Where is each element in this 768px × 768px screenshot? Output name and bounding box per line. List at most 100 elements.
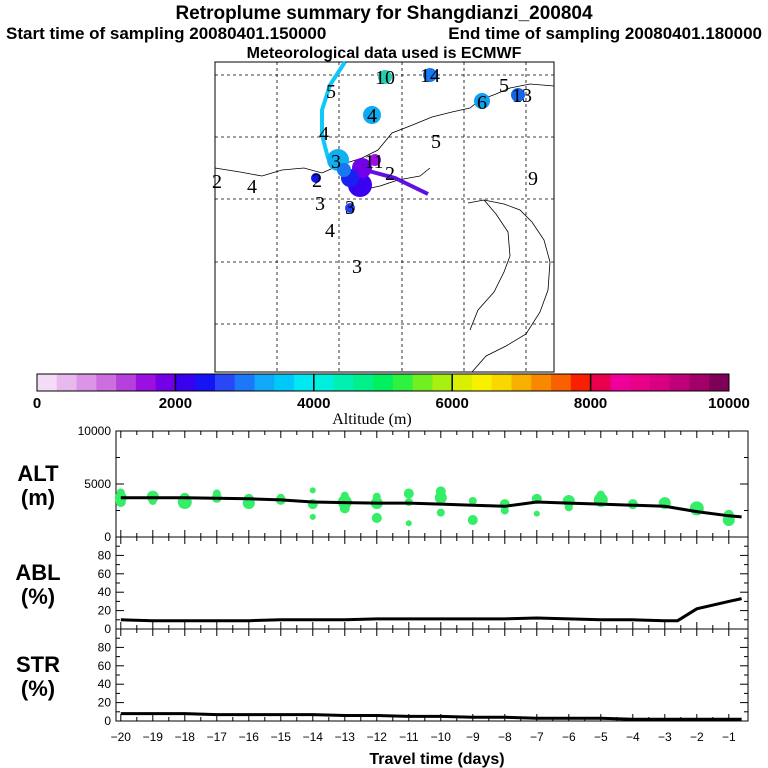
colorbar-swatch xyxy=(689,374,710,391)
y-tick-label: 0 xyxy=(104,622,111,636)
colorbar-swatch xyxy=(630,374,651,391)
panel-ylabel-unit: (m) xyxy=(21,485,55,510)
x-tick-label: −3 xyxy=(658,730,672,744)
x-tick-label: −19 xyxy=(143,730,164,744)
y-tick-label: 5000 xyxy=(84,477,111,491)
map-day-label: 3 xyxy=(345,197,355,219)
map-day-label: 4 xyxy=(319,123,329,145)
x-tick-label: −1 xyxy=(722,730,736,744)
scatter-point xyxy=(564,503,573,512)
panel-ylabel: ALT xyxy=(17,461,59,486)
plume-dot xyxy=(369,154,381,166)
colorbar-swatch xyxy=(116,374,137,391)
map-day-label: 5 xyxy=(431,131,441,153)
colorbar-tick-label: 0 xyxy=(33,395,41,412)
x-tick-label: −9 xyxy=(466,730,480,744)
met-data-label: Meteorological data used is ECMWF xyxy=(246,45,522,62)
chart-title: Retroplume summary for Shangdianzi_20080… xyxy=(175,3,593,24)
scatter-point xyxy=(403,488,414,499)
plume-dot xyxy=(345,203,355,213)
colorbar-swatch xyxy=(96,374,117,391)
x-tick-label: −13 xyxy=(335,730,356,744)
x-tick-label: −16 xyxy=(239,730,260,744)
colorbar-swatch xyxy=(392,374,414,391)
colorbar-swatch xyxy=(669,374,690,391)
x-tick-label: −15 xyxy=(271,730,292,744)
scatter-point xyxy=(340,491,349,500)
panel-ylabel: ABL xyxy=(15,560,60,585)
map-day-label: 2 xyxy=(385,163,395,185)
colorbar-swatch xyxy=(56,374,78,391)
plume-dots xyxy=(311,68,525,213)
plume-dot xyxy=(337,163,351,177)
colorbar-swatch xyxy=(195,374,216,391)
panel-ylabel-unit: (%) xyxy=(21,676,55,701)
colorbar-swatch xyxy=(531,374,552,391)
scatter-point xyxy=(371,512,382,523)
map-day-label: 3 xyxy=(352,256,362,278)
map-day-label: 2 xyxy=(212,171,222,193)
x-tick-label: −20 xyxy=(111,730,132,744)
scatter-point xyxy=(596,490,605,499)
y-tick-label: 40 xyxy=(98,585,112,599)
y-tick-label: 0 xyxy=(104,530,111,544)
colorbar-swatch xyxy=(649,374,671,391)
colorbar-swatch xyxy=(471,374,493,391)
x-tick-label: −4 xyxy=(626,730,640,744)
x-tick-label: −17 xyxy=(207,730,228,744)
altitude-colorbar: 0 2000 4000 6000 8000 10000 xyxy=(33,373,750,412)
series-line xyxy=(120,597,742,623)
plume-dot xyxy=(378,70,392,84)
scatter-point xyxy=(436,508,445,517)
colorbar-swatch xyxy=(610,374,631,391)
plume-dot xyxy=(311,173,321,183)
colorbar-swatch xyxy=(313,374,335,391)
colorbar-swatch xyxy=(511,374,532,391)
coastlines xyxy=(214,83,555,373)
colorbar-swatch xyxy=(491,374,513,391)
y-tick-label: 0 xyxy=(104,714,111,728)
scatter-point xyxy=(434,491,447,504)
x-tick-label: −5 xyxy=(594,730,608,744)
y-tick-label: 20 xyxy=(98,696,112,710)
map-day-label: 5 xyxy=(326,81,336,103)
colorbar-tick-label: 2000 xyxy=(159,395,192,412)
start-time-label: Start time of sampling 20080401.150000 xyxy=(6,24,327,43)
colorbar-swatch xyxy=(452,374,473,391)
colorbar-swatch xyxy=(76,374,97,391)
series-line xyxy=(120,712,742,721)
scatter-point xyxy=(212,489,221,498)
map-day-label: 13 xyxy=(512,85,532,107)
time-series-panels: 0500010000ALT(m)020406080ABL(%)020406080… xyxy=(15,424,749,744)
map-day-label: 4 xyxy=(247,176,257,198)
map-day-label: 2 xyxy=(312,170,322,192)
colorbar-swatch xyxy=(373,374,394,391)
map-day-label: 6 xyxy=(477,92,487,114)
colorbar-swatch xyxy=(412,374,433,391)
x-tick-label: −18 xyxy=(175,730,196,744)
colorbar-swatch xyxy=(37,374,58,391)
colorbar-swatch xyxy=(274,374,295,391)
plume-dot xyxy=(511,88,525,102)
colorbar-tick-label: 8000 xyxy=(574,395,607,412)
map-day-label: 5 xyxy=(499,75,509,97)
map-day-label: 10 xyxy=(375,67,395,89)
colorbar-tick-label: 10000 xyxy=(708,395,750,412)
map-day-label: 14 xyxy=(420,65,440,87)
scatter-point xyxy=(467,515,478,526)
x-tick-label: −12 xyxy=(367,730,388,744)
scatter-point xyxy=(309,487,316,494)
map-day-label: 3 xyxy=(331,151,341,173)
colorbar-swatch xyxy=(709,374,730,391)
panel-frame xyxy=(115,430,749,538)
y-tick-label: 60 xyxy=(98,659,112,673)
colorbar-xlabel: Altitude (m) xyxy=(332,411,412,428)
panel-abl: 0 20 40 60 80 ABL(%) xyxy=(15,536,749,636)
panel-frame xyxy=(115,536,749,630)
colorbar-swatch xyxy=(135,374,157,391)
x-tick-label: −11 xyxy=(399,730,419,744)
colorbar-tick-label: 4000 xyxy=(297,395,330,412)
colorbar-swatch xyxy=(294,374,315,391)
